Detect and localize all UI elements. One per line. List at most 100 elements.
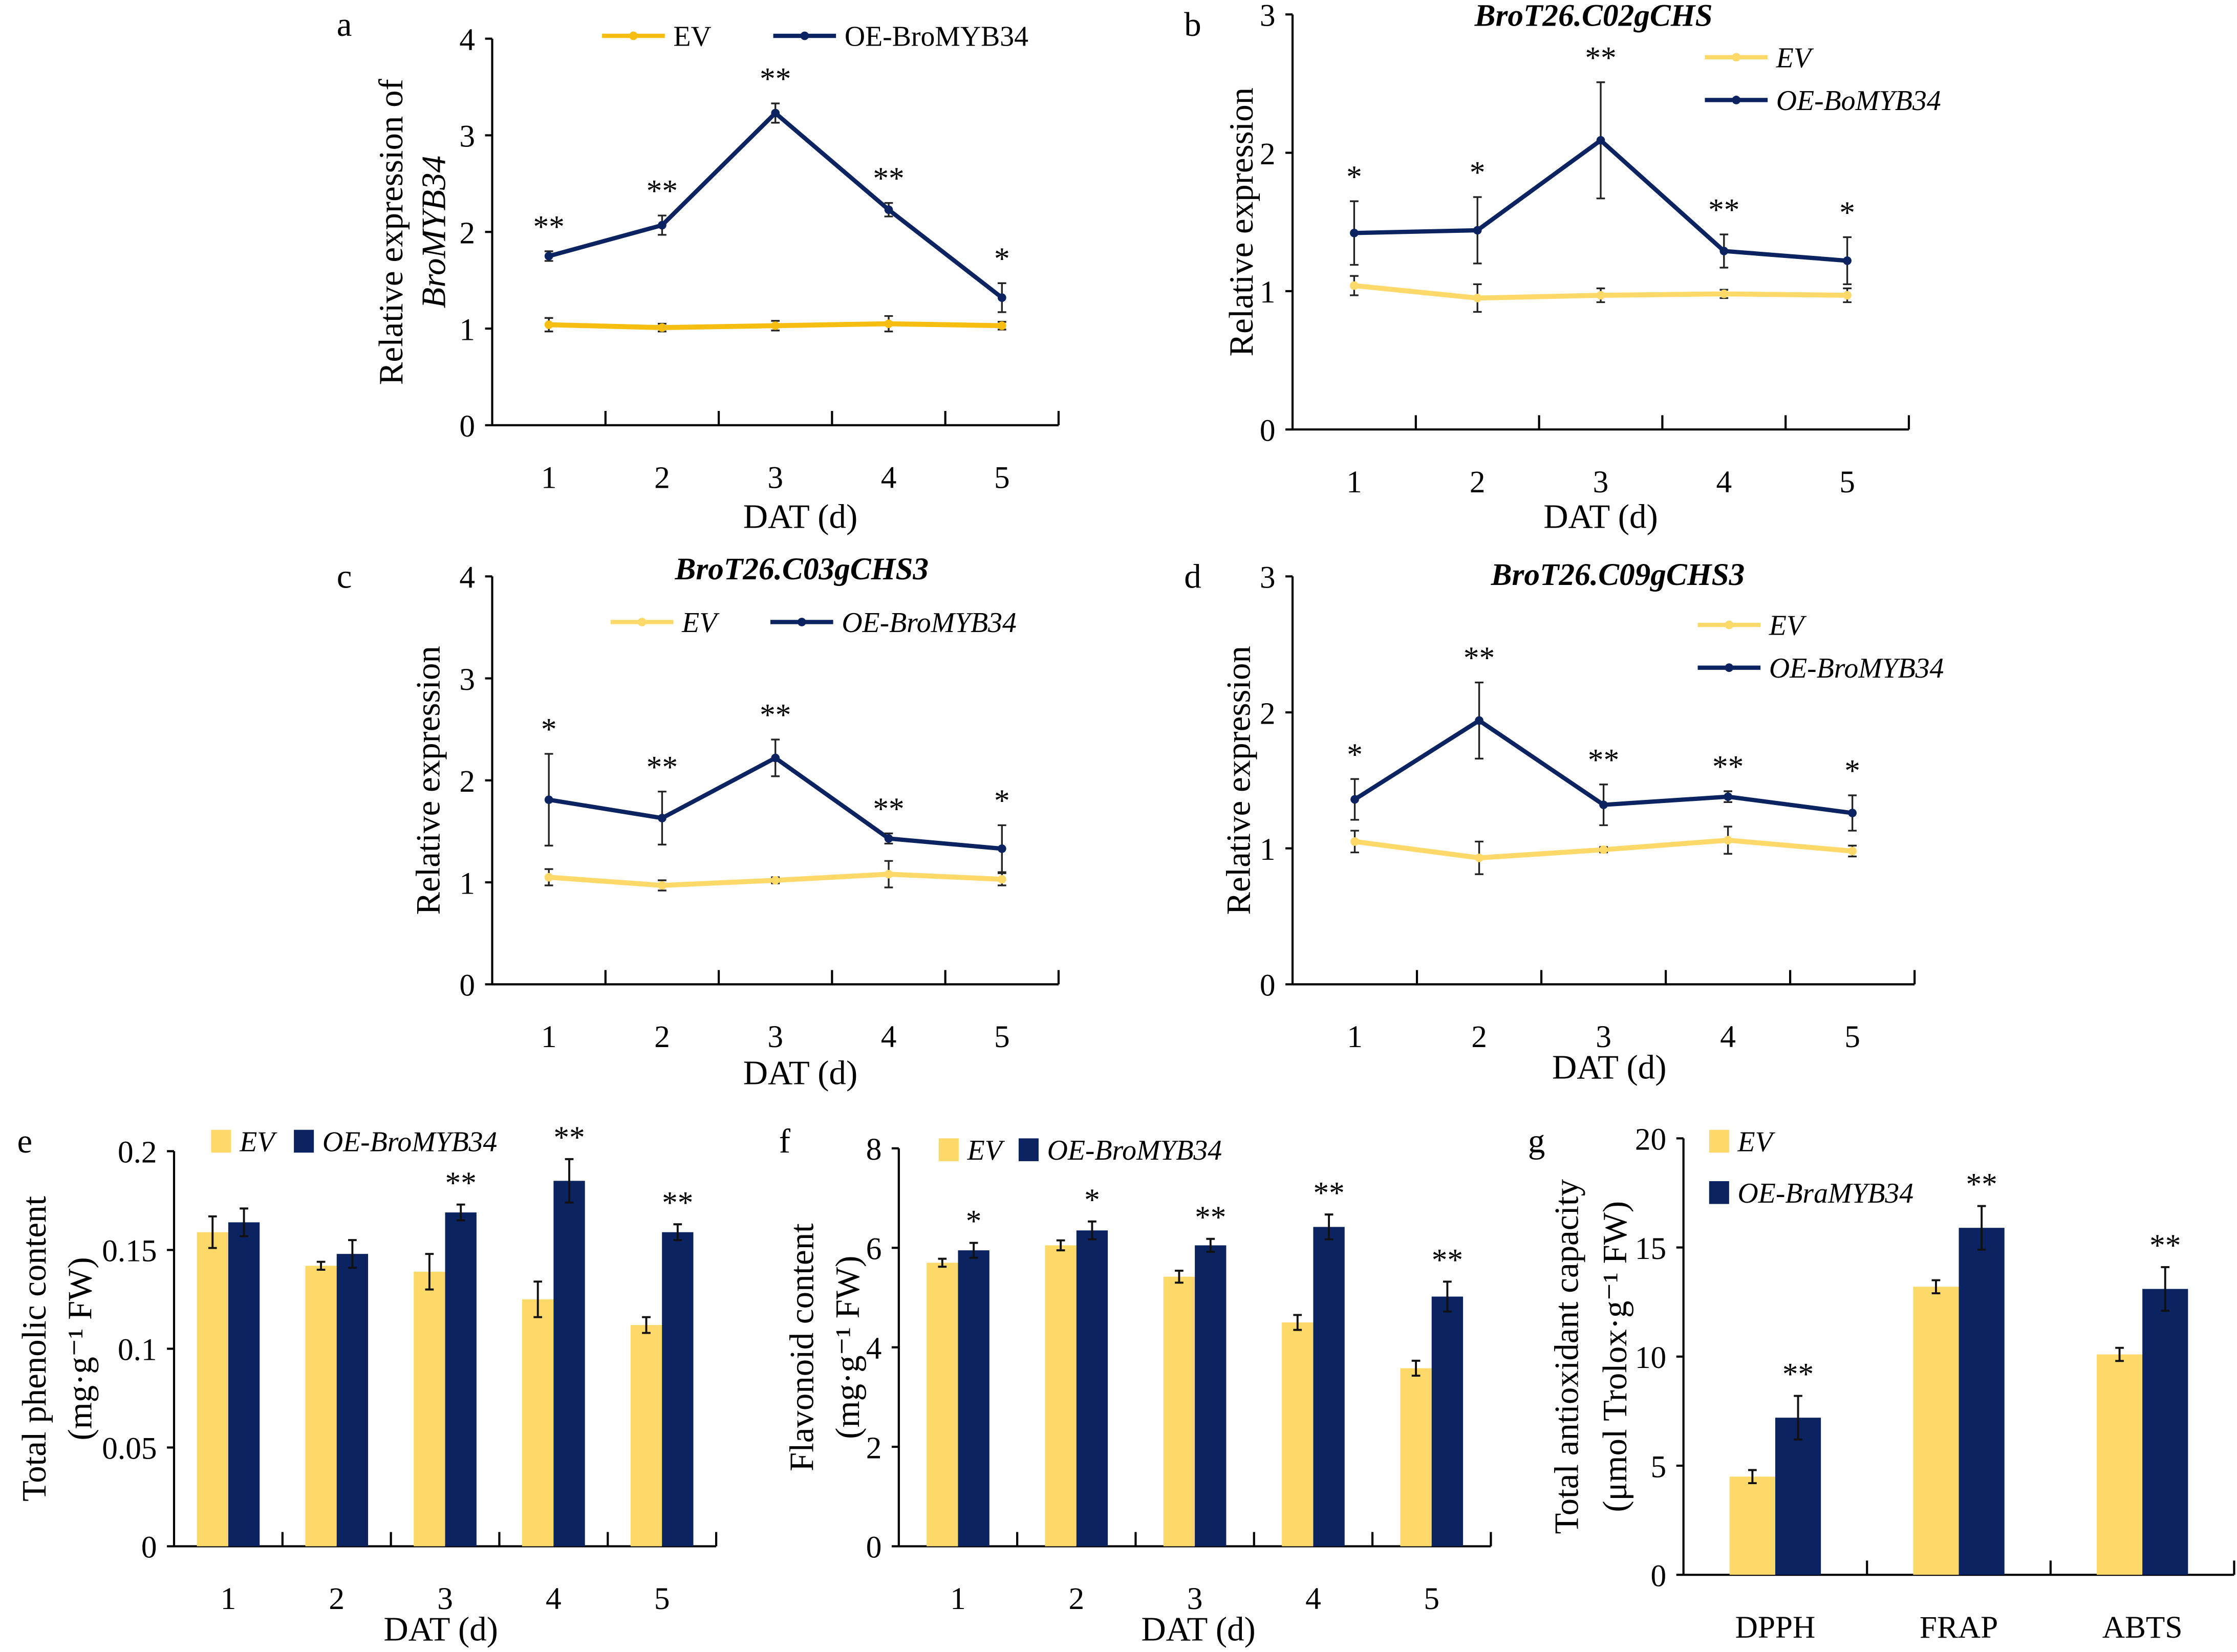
x-tick-label: 1 — [1347, 1019, 1363, 1054]
bar — [336, 1254, 369, 1547]
y-tick-label: 2 — [459, 216, 475, 251]
significance-label: ** — [1195, 1200, 1226, 1234]
data-point — [1848, 809, 1857, 817]
bar — [1313, 1227, 1345, 1547]
y-tick-label: 6 — [866, 1232, 882, 1267]
legend-swatch — [938, 1138, 959, 1161]
error-bar — [348, 1239, 357, 1269]
data-point — [1475, 853, 1483, 862]
error-bar — [673, 1223, 682, 1242]
data-point — [1350, 837, 1359, 846]
data-point — [1724, 792, 1732, 801]
legend-label: EV — [681, 607, 720, 639]
y-tick-label: 1 — [459, 866, 475, 901]
significance-label: ** — [553, 1120, 585, 1155]
data-point — [997, 844, 1006, 853]
legend-marker — [1725, 620, 1734, 629]
x-tick-label: 2 — [654, 1019, 670, 1054]
data-point — [771, 321, 780, 330]
bar — [414, 1271, 445, 1547]
data-point — [1350, 228, 1359, 237]
significance-label: * — [966, 1204, 982, 1238]
significance-label: ** — [533, 209, 565, 244]
y-tick-label: 0.15 — [102, 1234, 157, 1269]
legend-marker — [797, 618, 806, 626]
x-tick-label: 5 — [1844, 1019, 1860, 1054]
error-bar — [565, 1158, 574, 1204]
y-tick-label: 1 — [1260, 832, 1276, 867]
error-bar — [1443, 1280, 1452, 1313]
significance-label: ** — [1464, 641, 1495, 676]
significance-label: * — [1084, 1182, 1100, 1217]
error-bar — [1748, 1469, 1757, 1485]
series-line — [548, 110, 1003, 299]
data-point — [1350, 795, 1359, 804]
error-bar — [1794, 1395, 1802, 1441]
significance-label: * — [541, 712, 557, 747]
x-axis-label: DAT (d) — [743, 1054, 858, 1092]
y-tick-label: 0 — [1260, 414, 1276, 448]
data-point — [997, 321, 1006, 330]
y-tick-label: 0.1 — [118, 1333, 157, 1367]
y-tick-label: 8 — [866, 1132, 882, 1167]
y-tick-label: 4 — [459, 560, 475, 595]
error-bar — [2161, 1266, 2170, 1312]
data-point — [1596, 136, 1605, 145]
x-tick-label: 2 — [1471, 1019, 1487, 1054]
x-tick-label: 3 — [767, 1019, 783, 1054]
legend-swatch — [294, 1129, 314, 1153]
y-axis-label: Relative expression — [409, 646, 447, 915]
y-axis-label: Flavonoid content — [783, 1223, 821, 1471]
significance-label: ** — [1708, 192, 1739, 227]
panel-b: b 0 1 2 3 1 2 3 4 5 DAT (d) Relative expression BroT… — [1184, 0, 1941, 536]
y-axis-label: Total phenolic content — [15, 1196, 53, 1502]
chart-title: BroT26.C09gCHS3 — [1491, 557, 1745, 592]
error-bar — [1206, 1237, 1215, 1253]
data-point — [1848, 846, 1857, 856]
legend-label: EV — [1737, 1126, 1776, 1158]
significance-label: * — [1844, 753, 1860, 788]
data-point — [1719, 289, 1729, 298]
panel-label: d — [1184, 558, 1201, 596]
legend-marker — [637, 618, 647, 626]
y-tick-label: 0 — [1260, 968, 1276, 1003]
x-axis-label: DAT (d) — [743, 498, 858, 536]
data-point — [1843, 291, 1852, 300]
bar — [2142, 1289, 2188, 1575]
x-tick-label: 2 — [329, 1581, 345, 1616]
x-tick-label: 4 — [1716, 465, 1732, 499]
y-axis-label: Relative expression — [1222, 88, 1260, 357]
bar — [1195, 1245, 1227, 1547]
error-bar — [1056, 1239, 1065, 1252]
data-point — [658, 323, 666, 332]
x-tick-label: DPPH — [1735, 1610, 1816, 1645]
bar — [1775, 1418, 1821, 1575]
data-point — [658, 221, 666, 230]
data-point — [658, 814, 666, 822]
chart-title: BroT26.C02gCHS — [1474, 0, 1713, 33]
y-tick-label: 3 — [459, 119, 475, 154]
error-bar — [1088, 1220, 1096, 1241]
y-tick-label: 1 — [1260, 275, 1276, 310]
x-tick-label: 1 — [950, 1581, 966, 1616]
data-point — [997, 293, 1006, 302]
significance-label: ** — [873, 792, 904, 827]
y-tick-label: 5 — [1651, 1449, 1667, 1484]
significance-label: ** — [760, 698, 791, 732]
bar — [927, 1263, 958, 1547]
data-point — [884, 870, 893, 879]
legend-label: OE-BroMYB34 — [842, 607, 1017, 639]
legend-marker — [1732, 53, 1741, 62]
error-bar — [316, 1260, 326, 1271]
x-tick-label: 1 — [221, 1581, 236, 1616]
bar — [305, 1266, 337, 1547]
significance-label: ** — [445, 1165, 477, 1200]
x-tick-label: 4 — [1305, 1581, 1321, 1616]
data-point — [544, 795, 553, 805]
y-axis-label: (μmol Trolox·g⁻¹ FW) — [1596, 1201, 1634, 1512]
y-tick-label: 0 — [1651, 1558, 1667, 1593]
data-point — [544, 320, 553, 329]
x-tick-label: 2 — [654, 460, 670, 495]
legend-label: EV — [239, 1126, 277, 1158]
bar — [553, 1181, 585, 1547]
